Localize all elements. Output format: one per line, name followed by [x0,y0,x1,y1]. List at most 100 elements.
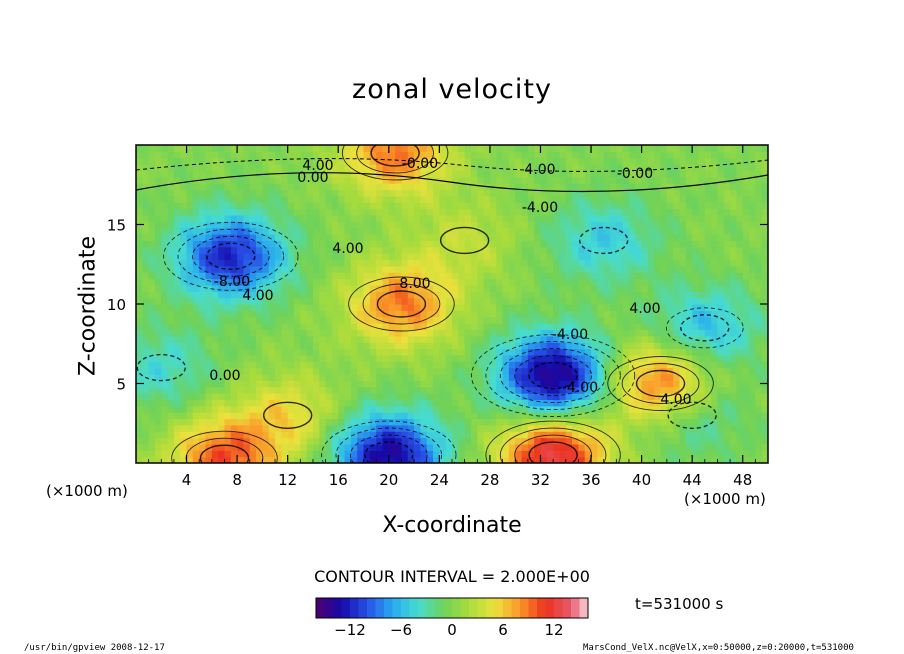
contour-line [499,427,607,463]
contour-line [335,427,443,463]
x-tick-label: 32 [531,471,550,489]
contour-label: 4.00 [660,392,691,408]
colorbar-segment [443,598,453,618]
contour-line [528,361,578,390]
contour-line [136,172,768,193]
contour-label: 4.00 [242,288,273,304]
contour-line [578,226,629,255]
y-tick-label: 10 [107,296,126,314]
colorbar-tick-label: 6 [498,621,508,639]
colorbar-segment [460,598,470,618]
colorbar-segment [367,598,376,618]
contour-line [635,369,686,398]
contour-label: 4.00 [332,241,363,257]
colorbar-frame [315,597,589,619]
x-tick-label: 40 [632,471,651,489]
colorbar-segment [579,598,589,618]
x-tick-label: 20 [379,471,398,489]
contour-label: -4.00 [562,380,598,396]
x-tick-label: 16 [329,471,348,489]
x-tick-label: 36 [581,471,600,489]
contour-label: -0.00 [617,166,653,182]
colorbar-segment [486,598,495,618]
contour-line [362,283,441,325]
contour-line [665,307,744,349]
colorbar-segment [520,598,529,618]
contour-line [348,276,455,332]
contour-label: -8.00 [214,274,250,290]
colorbar-segment [537,598,546,618]
colorbar-segment [418,598,427,618]
contour-line [680,314,730,342]
colorbar-segment [528,598,538,618]
x-tick-label: 24 [430,471,449,489]
contour-line [667,401,717,429]
contour-line [514,355,592,396]
contour-label: 4.00 [302,158,333,174]
x-unit-left: (×1000 m) [46,482,128,500]
footer-right: MarsCond_VelX.nc@VelX,x=0:50000,z=0:2000… [583,643,854,653]
contour-label: 0.00 [209,368,240,384]
contour-lines [136,145,768,463]
footer-left: /usr/bin/gpview 2008-12-17 [24,643,165,653]
contour-label: -0.00 [402,156,438,172]
x-tick-label: 28 [480,471,499,489]
colorbar-segment [324,598,334,618]
colorbar-segment [511,598,521,618]
colorbar-segment [409,598,419,618]
contour-line [206,242,256,270]
colorbar-segment [375,598,385,618]
colorbar: −12 −6 0 6 12 [315,597,589,639]
y-tick-label: 5 [116,376,126,394]
colorbar-segment [392,598,402,618]
colorbar-segment [350,598,359,618]
contour-line [370,145,420,167]
colorbar-segment [562,598,572,618]
colorbar-segment [503,598,512,618]
colorbar-segment [333,598,342,618]
contour-line [349,434,428,463]
contour-line [163,221,299,291]
contour-line [528,441,578,463]
time-label: t=531000 s [635,595,724,613]
y-axis-label: Z-coordinate [75,236,101,376]
x-unit-right: (×1000 m) [684,490,766,508]
contour-label: 4.00 [524,162,555,178]
contour-line [171,430,278,463]
x-tick-label: 48 [733,471,752,489]
x-tick-label: 44 [683,471,702,489]
contour-line [485,420,621,463]
contour-line [607,356,714,411]
contour-line [191,235,270,277]
contour-line [136,158,768,172]
x-tick-label: 8 [232,471,242,489]
contour-label: 0.00 [297,170,328,186]
colorbar-segment [477,598,487,618]
colorbar-segment [571,598,580,618]
colorbar-tick-label: −12 [334,621,366,639]
contour-label: 8.00 [399,276,430,292]
colorbar-tick-label: 12 [544,621,563,639]
colorbar-tick-label: 0 [447,621,457,639]
contour-line [262,401,313,429]
contour-line [136,353,186,382]
contour-interval: CONTOUR INTERVAL = 2.000E+00 [314,567,590,586]
colorbar-segment [401,598,410,618]
x-tick-label: 12 [278,471,297,489]
contour-line [356,145,434,174]
colorbar-segment [358,598,368,618]
x-tick-label: 4 [182,471,192,489]
colorbar-segment [469,598,478,618]
heatmap-field [136,145,768,463]
contour-line [341,145,449,181]
x-axis-label: X-coordinate [382,513,522,538]
colorbar-segment [384,598,393,618]
colorbar-segment [316,598,325,618]
colorbar-segment [554,598,563,618]
contour-label: -4.00 [552,327,588,343]
colorbar-segment [545,598,555,618]
contour-line [439,226,490,255]
contour-line [471,334,636,417]
contour-line [376,290,427,318]
